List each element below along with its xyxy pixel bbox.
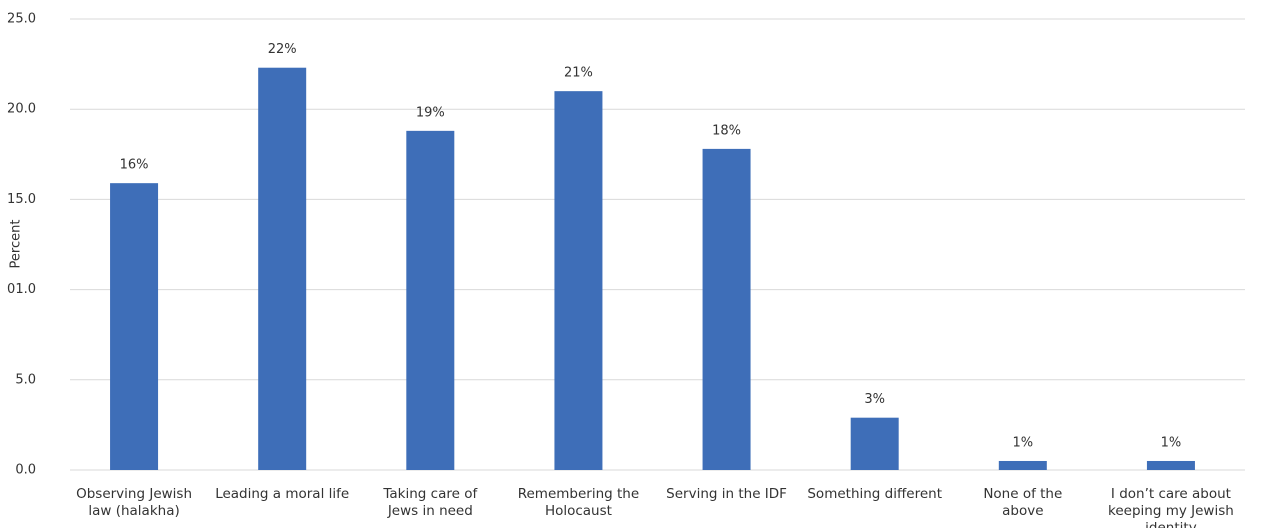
y-tick-label: 01.0 <box>7 282 36 297</box>
bar <box>1146 460 1195 470</box>
bar <box>258 67 307 470</box>
value-label: 22% <box>268 42 297 57</box>
value-label: 1% <box>1013 435 1034 450</box>
bar <box>850 417 899 470</box>
bar <box>702 148 751 470</box>
value-label: 1% <box>1161 435 1182 450</box>
x-tick-label: Serving in the IDF <box>666 486 787 502</box>
y-tick-label: 25.0 <box>7 12 36 27</box>
bar <box>554 91 603 470</box>
x-tick-label: Observing Jewish law (halakha) <box>76 486 193 519</box>
value-label: 21% <box>564 66 593 81</box>
x-tick-label: Something different <box>807 486 942 502</box>
y-tick-label: 20.0 <box>7 102 36 117</box>
y-tick-label: 5.0 <box>15 372 36 387</box>
y-axis-label: Percent <box>9 220 24 269</box>
bar <box>110 183 159 470</box>
x-tick-label: I don’t care about keeping my Jewish ide… <box>1108 486 1234 528</box>
value-label: 18% <box>712 123 741 138</box>
x-tick-label: Leading a moral life <box>215 486 350 502</box>
bar <box>998 460 1047 470</box>
x-tick-label: Taking care of Jews in need <box>383 486 478 519</box>
x-tick-label: Remembering the Holocaust <box>517 486 640 519</box>
value-label: 3% <box>864 392 885 407</box>
bar <box>406 130 455 470</box>
x-tick-label: None of the above <box>983 486 1063 519</box>
y-tick-label: 15.0 <box>7 192 36 207</box>
value-label: 19% <box>416 105 445 120</box>
y-tick-label: 0.0 <box>15 463 36 478</box>
value-label: 16% <box>120 158 149 173</box>
